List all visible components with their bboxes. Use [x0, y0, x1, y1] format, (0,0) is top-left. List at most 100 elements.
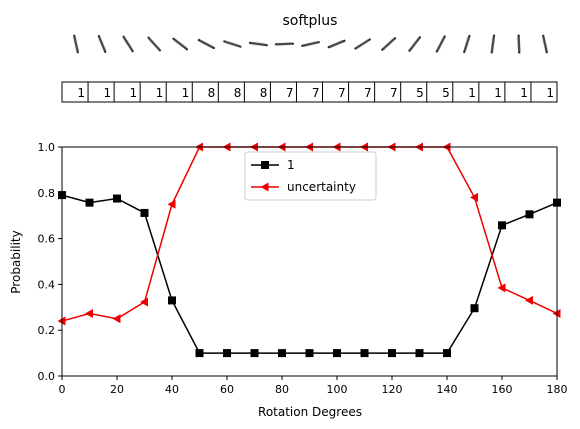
- data-point: [333, 349, 341, 358]
- data-point: [250, 349, 259, 358]
- data-point: [112, 314, 121, 324]
- rotated-digit-one-icon: [516, 34, 522, 54]
- rotated-digit-one-icon: [408, 36, 422, 52]
- x-tick-label: 160: [492, 383, 513, 396]
- data-point: [470, 304, 479, 313]
- legend-marker: [260, 182, 269, 192]
- legend: 1 uncertainty: [244, 151, 377, 201]
- data-point: [278, 349, 286, 358]
- rotated-digit-one-icon: [301, 40, 320, 48]
- digit-blur: [148, 38, 161, 50]
- predicted-label: 5: [442, 86, 450, 100]
- digit-blur: [199, 39, 214, 49]
- rotated-digit-one-icon: [541, 34, 549, 54]
- series-class-1: [58, 191, 561, 358]
- rotated-digit-one-icon: [172, 37, 189, 51]
- digit-stroke: [73, 34, 79, 54]
- data-point: [305, 349, 314, 358]
- predicted-label: 7: [390, 86, 398, 100]
- data-point: [443, 349, 451, 358]
- digit-blur: [490, 36, 496, 52]
- rotated-digit-one-icon: [223, 40, 242, 48]
- digit-blur: [356, 38, 370, 50]
- rotated-digit-one-icon: [72, 34, 80, 54]
- data-point: [415, 349, 424, 358]
- digit-stroke: [248, 41, 268, 47]
- y-tick-label: 0.2: [38, 324, 56, 337]
- rotated-digit-one-icon: [463, 34, 471, 54]
- data-point: [498, 221, 506, 230]
- digit-stroke: [97, 35, 107, 53]
- digit-stroke: [517, 34, 521, 54]
- predicted-label: 1: [546, 86, 554, 100]
- legend-item: 1: [251, 158, 295, 172]
- predicted-label: 8: [260, 86, 268, 100]
- data-point: [85, 198, 94, 207]
- x-tick-label: 120: [382, 383, 403, 396]
- rotated-digit-one-icon: [435, 35, 446, 53]
- digit-blur: [329, 39, 344, 49]
- rotated-digit-one-icon: [490, 34, 496, 54]
- digit-blur: [97, 36, 107, 52]
- data-point: [497, 283, 506, 293]
- digit-stroke: [408, 36, 422, 52]
- digit-blur: [72, 36, 80, 52]
- predicted-label: 1: [182, 86, 190, 100]
- x-tick-label: 80: [275, 383, 289, 396]
- digit-stroke: [381, 37, 397, 51]
- data-point: [470, 192, 478, 202]
- data-point: [360, 349, 369, 358]
- rotated-digit-one-icon: [97, 35, 107, 53]
- digit-blur: [276, 41, 293, 47]
- y-tick-label: 0.4: [38, 278, 56, 291]
- data-point: [195, 349, 204, 358]
- digit-stroke: [122, 35, 134, 53]
- rotated-digit-one-icon: [354, 38, 371, 50]
- x-tick-label: 180: [547, 383, 568, 396]
- y-tick-label: 0.0: [38, 370, 56, 383]
- rotated-digit-one-icon: [327, 39, 346, 49]
- digit-stroke: [463, 34, 471, 54]
- digit-stroke: [435, 35, 446, 53]
- data-point: [140, 208, 149, 217]
- digit-blur: [382, 38, 395, 50]
- digit-stroke: [354, 38, 371, 50]
- predicted-label-strip: 1 1 1 1 1 8 8 8 7 7 7 7 7 5 5 1 1 1 1: [61, 81, 558, 103]
- digit-blur: [516, 36, 522, 52]
- data-point: [525, 295, 533, 305]
- digit-blur: [463, 36, 470, 52]
- legend-box: [244, 151, 377, 201]
- data-point: [85, 308, 93, 318]
- predicted-label: 7: [364, 86, 372, 100]
- digit-blur: [541, 36, 549, 52]
- predicted-label: 7: [338, 86, 346, 100]
- predicted-label: 5: [416, 86, 424, 100]
- predicted-label: 7: [286, 86, 294, 100]
- legend-item: uncertainty: [251, 180, 356, 194]
- predicted-label: 1: [130, 86, 138, 100]
- y-axis-ticks: 0.0 0.2 0.4 0.6 0.8 1.0: [38, 141, 62, 383]
- digit-stroke: [197, 38, 215, 50]
- x-tick-label: 140: [437, 383, 458, 396]
- digit-stroke: [542, 34, 548, 54]
- legend-label: uncertainty: [287, 180, 356, 194]
- x-tick-label: 40: [165, 383, 179, 396]
- rotated-digit-one-icon: [147, 36, 161, 52]
- digit-stroke: [327, 39, 346, 49]
- digit-blur: [173, 38, 187, 50]
- digit-stroke: [490, 34, 496, 54]
- rotated-digit-one-icon: [274, 41, 295, 47]
- legend-marker: [261, 161, 269, 169]
- label-strip-frame: [61, 81, 558, 103]
- digit-stroke: [172, 37, 189, 51]
- rotated-digit-strip: [72, 34, 549, 54]
- data-point: [140, 297, 148, 307]
- predicted-label: 1: [77, 86, 85, 100]
- digit-blur: [436, 36, 445, 52]
- data-point: [167, 199, 176, 209]
- data-point: [113, 194, 121, 203]
- digit-blur: [250, 41, 266, 47]
- predicted-label: 1: [103, 86, 111, 100]
- axes-frame: [61, 146, 558, 377]
- x-tick-label: 0: [59, 383, 66, 396]
